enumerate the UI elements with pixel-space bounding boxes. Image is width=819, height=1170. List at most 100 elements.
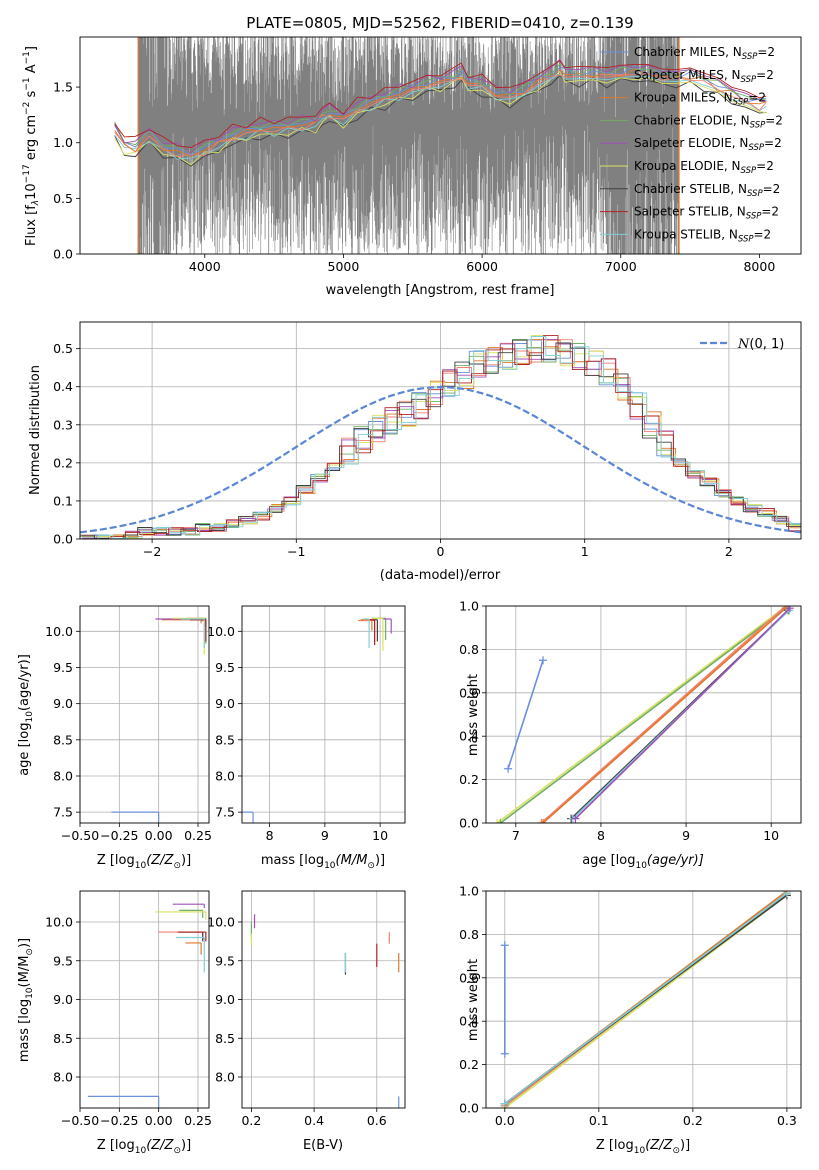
x-tick-label: 0.0 <box>495 1113 515 1128</box>
point-marker <box>782 891 791 898</box>
model-line-kroupa-stelib <box>114 73 767 160</box>
label-part: 10 <box>25 711 35 723</box>
x-tick-label: 0.3 <box>777 1113 797 1128</box>
label-part: SSP <box>748 143 764 153</box>
label-part: )] <box>181 853 191 868</box>
spectrum-plot <box>114 37 767 254</box>
label-part: Salpeter STELIB, N <box>634 205 746 219</box>
label-part: SSP <box>746 212 762 222</box>
label-part: 10 <box>135 1146 147 1156</box>
label-part: =2 <box>748 91 766 105</box>
point-marker <box>571 814 580 823</box>
point-marker <box>537 819 546 823</box>
x-axis-label: (data-model)/error <box>380 568 501 583</box>
point-marker <box>500 941 509 950</box>
x-tick-label: 8 <box>266 828 274 843</box>
y-tick-label: 9.5 <box>53 953 73 968</box>
label-part: Kroupa STELIB, N <box>634 227 738 241</box>
label-part: ⊙ <box>173 861 181 871</box>
legend-entry: Chabrier MILES, NSSP=2 <box>634 45 775 62</box>
y-tick-label: 9.5 <box>215 953 235 968</box>
y-tick-label: 0.2 <box>459 1057 479 1072</box>
point-marker <box>504 764 513 773</box>
x-tick-label: 5000 <box>328 259 360 274</box>
y-tick-label: 0.4 <box>53 379 73 394</box>
label-part: =2 <box>757 45 775 59</box>
axes-frame <box>79 321 802 540</box>
axes-frame <box>485 890 802 1109</box>
x-tick-label: 8 <box>597 828 605 843</box>
y-tick-label: 0.6 <box>459 685 479 700</box>
age_vs_Z-axes: −0.50 −0.25 0.00 0.25 7.5 8.0 8.5 9.0 9.5 10.0 Z [… <box>17 605 212 871</box>
y-axis-label: mass weight <box>466 959 481 1041</box>
legend-entry: Salpeter STELIB, NSSP=2 <box>634 205 779 222</box>
mass_weight_vs_Z-plot <box>500 891 791 1108</box>
spectrum-legend: Chabrier MILES, NSSP=2 Salpeter MILES, NS… <box>600 45 783 244</box>
point-marker <box>539 819 548 823</box>
label-part: 10 <box>135 861 147 871</box>
legend-entry: Salpeter MILES, NSSP=2 <box>634 68 774 85</box>
label-part: =2 <box>756 159 774 173</box>
point-marker <box>539 656 548 665</box>
label-part: =2 <box>761 205 779 219</box>
label-part: SSP <box>747 189 763 199</box>
y-tick-label: 7.5 <box>53 805 73 820</box>
label-part: SSP <box>750 120 766 130</box>
y-tick-label: 8.5 <box>53 1031 73 1046</box>
label-part: (Z/Z <box>645 1138 673 1153</box>
label-part: )] <box>680 1138 690 1153</box>
y-tick-label: 1.0 <box>53 135 73 150</box>
x-tick-label: 4000 <box>189 259 221 274</box>
model-line-salpeter-elodie <box>114 58 767 154</box>
model-line-chabrier-elodie <box>114 63 767 154</box>
mass_weight_vs_age-plot <box>493 606 794 823</box>
label-part: Kroupa ELODIE, N <box>634 159 741 173</box>
mass_vs_ebv-plot <box>250 914 400 1108</box>
axes-frame <box>79 605 210 824</box>
x-tick-label: −2 <box>143 544 161 559</box>
label-part: Chabrier STELIB, N <box>634 182 747 196</box>
y-tick-label: 0.6 <box>459 970 479 985</box>
label-part: −17 <box>22 164 32 183</box>
mass-weight-line <box>496 606 787 823</box>
mass-weight-line <box>500 607 787 823</box>
label-part: 10 <box>634 1146 646 1156</box>
model-line-chabrier-stelib <box>114 74 767 167</box>
label-part: erg cm <box>24 115 39 164</box>
spectrum-axes: 4000 5000 6000 7000 8000 0.0 0.5 1.0 1.5 Chabrier… <box>22 36 802 298</box>
y-tick-label: 8.5 <box>53 732 73 747</box>
label-part: Z [log <box>97 853 135 868</box>
label-part: (Z/Z <box>146 853 174 868</box>
x-tick-label: 0.25 <box>184 1113 212 1128</box>
y-tick-label: 0.4 <box>459 1014 479 1029</box>
model-line-kroupa-elodie <box>114 70 767 166</box>
label-part: λ <box>31 200 41 206</box>
point-marker <box>785 606 794 613</box>
label-part: ] <box>24 46 39 51</box>
age_vs_Z-plot <box>111 617 207 823</box>
y-tick-label: 0.1 <box>53 493 73 508</box>
legend-entry: Kroupa STELIB, NSSP=2 <box>634 227 771 244</box>
y-tick-label: 0.0 <box>459 1101 479 1116</box>
y-tick-label: 8.5 <box>215 1031 235 1046</box>
mass_weight_vs_Z-axes: 0.0 0.1 0.2 0.3 0.0 0.2 0.4 0.6 0.8 1.0 Z [log10(Z… <box>459 884 802 1156</box>
y-tick-label: 9.0 <box>215 696 235 711</box>
x-tick-label: −0.25 <box>100 1113 138 1128</box>
y-tick-label: 10.0 <box>207 624 235 639</box>
mass-weight-line <box>574 607 791 820</box>
model-line-chabrier-miles <box>114 65 767 156</box>
point-marker <box>500 1049 509 1058</box>
label-part: age [log <box>17 723 32 776</box>
label-part: (Z/Z <box>146 1138 174 1153</box>
label-part: Z [log <box>97 1138 135 1153</box>
x-tick-label: 0.4 <box>304 1113 324 1128</box>
y-tick-label: 0.0 <box>459 816 479 831</box>
legend-entry: N(0, 1) <box>737 337 784 352</box>
label-part: SSP <box>741 75 757 85</box>
x-axis-label: Z [log10(Z/Z⊙)] <box>97 1138 191 1156</box>
label-part: SSP <box>741 166 757 176</box>
mass-weight-line <box>507 660 544 770</box>
x-axis-label: Z [log10(Z/Z⊙)] <box>596 1138 690 1156</box>
